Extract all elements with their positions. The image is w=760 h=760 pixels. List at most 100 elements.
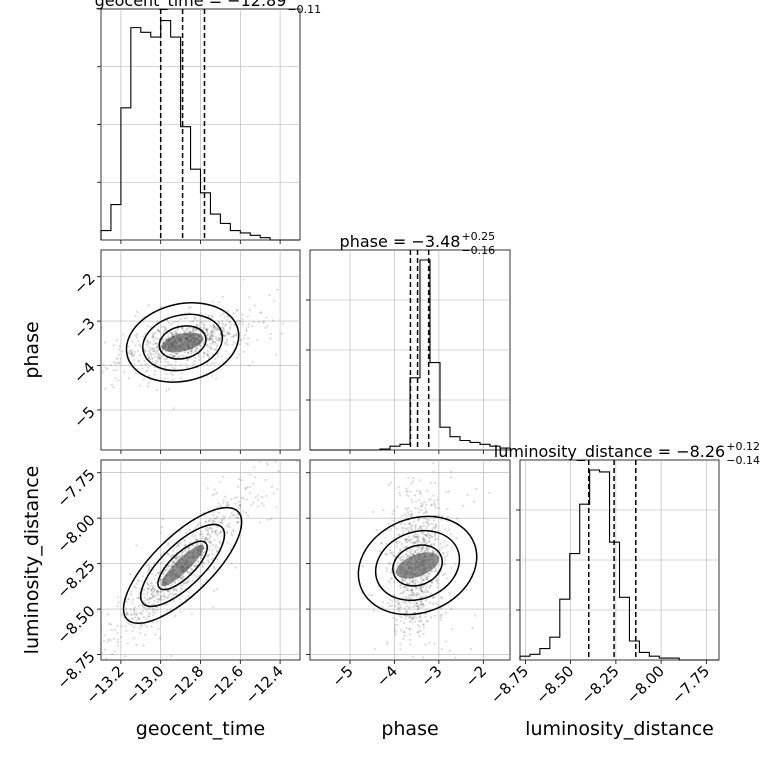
sample-point [163,377,166,380]
sample-point [399,548,402,551]
sample-point [147,587,150,591]
sample-point [405,586,408,589]
sample-point [151,349,155,353]
sample-point [174,320,177,323]
sample-point [184,543,188,546]
xtick-label: −5 [328,662,356,690]
sample-point [446,551,449,554]
sample-point [136,349,139,352]
sample-point [232,334,235,338]
sample-point [241,317,244,320]
sample-point [157,356,160,360]
sample-point [434,549,437,553]
sample-point [204,331,207,334]
sample-point [249,491,252,494]
sample-point [157,571,160,575]
sample-point [159,595,162,598]
sample-point [151,608,154,611]
sample-point [411,595,414,598]
sample-point [90,380,92,382]
sample-point [172,589,175,592]
sample-point [220,521,223,524]
sample-point [213,348,216,351]
sample-point [199,556,203,560]
sample-point [148,597,151,600]
sample-point [193,348,196,351]
sample-point [108,661,110,663]
sample-point [183,317,186,320]
sample-point [426,524,429,527]
sample-point [207,345,210,348]
sample-point [253,466,256,469]
sample-point [238,504,241,507]
sample-point [436,582,439,585]
sample-point [428,585,431,588]
sample-point [399,592,402,595]
sample-point [398,584,401,588]
sample-point [404,527,407,530]
sample-point [215,347,218,350]
sample-point [206,554,209,557]
sample-point [409,515,412,518]
sample-point [205,578,209,582]
sample-point [157,353,161,356]
sample-point [111,652,114,656]
sample-point [129,349,132,352]
sample-point [418,535,421,538]
sample-point [155,349,159,353]
sample-point [217,532,220,535]
sample-point [431,602,434,606]
sample-point [427,591,430,594]
sample-point [145,362,148,366]
sample-point [144,332,147,335]
sample-point [238,320,242,323]
sample-point [415,536,419,539]
sample-point [205,327,209,330]
sample-point [170,332,174,335]
sample-point [161,338,164,341]
sample-point [176,351,179,355]
sample-point [305,293,307,295]
sample-point [418,540,421,543]
sample-point [211,549,214,552]
sample-point [133,353,136,356]
sample-point [123,370,126,374]
sample-point [386,602,390,605]
sample-point [274,460,277,464]
sample-point [175,352,178,355]
sample-point [140,363,143,366]
sample-point [397,606,400,609]
sample-point [203,351,206,354]
sample-point [205,328,208,331]
sample-point [179,590,182,593]
sample-point [166,568,169,571]
sample-point [67,712,69,714]
sample-point [211,531,214,534]
sample-point [210,314,213,317]
sample-point [139,612,142,615]
sample-point [101,651,103,654]
sample-point [202,562,205,565]
sample-point [187,546,191,549]
sample-point [146,581,149,585]
sample-point [215,525,219,528]
sample-point [229,515,232,518]
sample-point [442,563,446,566]
sample-point [442,552,445,555]
sample-point [246,315,249,318]
sample-point [206,349,209,352]
sample-point [215,344,218,347]
sample-point [388,604,391,608]
sample-point [211,553,214,556]
sample-point [419,491,422,494]
sample-point [435,451,437,453]
sample-point [188,311,191,314]
sample-point [155,620,159,623]
sample-point [222,326,225,329]
sample-point [388,562,392,565]
sample-point [386,567,389,570]
sample-point [173,355,176,358]
sample-point [225,525,228,528]
sample-point [80,355,82,357]
sample-point [408,616,411,619]
